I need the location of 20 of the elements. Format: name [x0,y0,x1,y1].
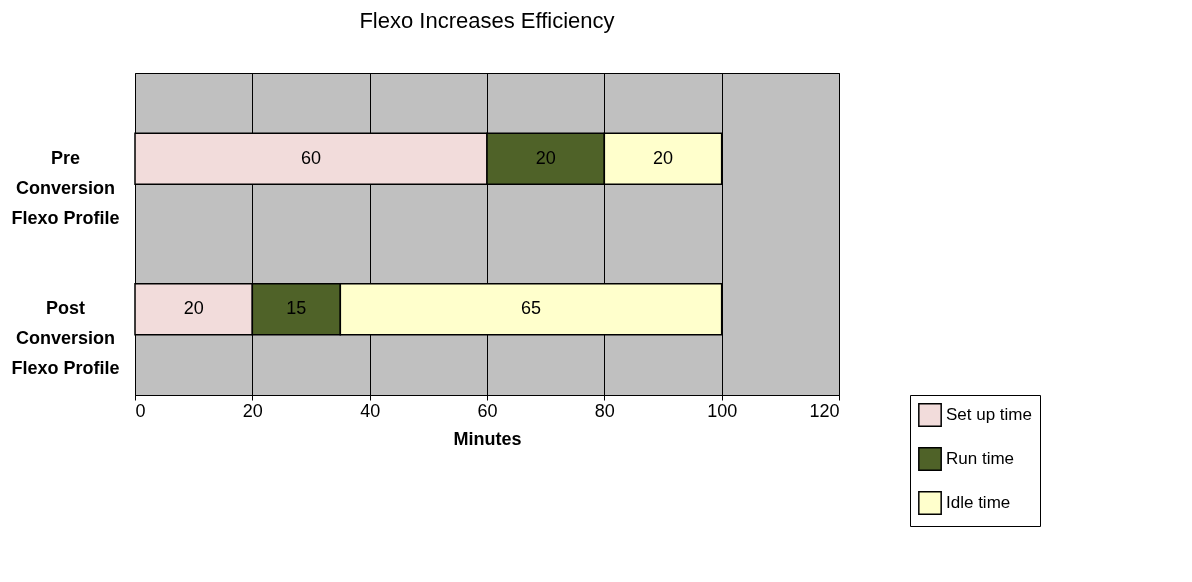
data-label: 65 [520,298,542,319]
data-label: 15 [286,298,307,319]
chart-title: Flexo Increases Efficiency [359,8,615,33]
data-label: 20 [183,298,204,319]
x-tick-label: 20 [242,400,263,421]
y-tick-label: Post Conversion Flexo Profile [11,298,120,379]
x-tick-label: 60 [477,400,498,421]
data-label: 60 [300,147,322,168]
x-tick-label: 40 [360,400,381,421]
legend-label: Set up time [946,405,1032,424]
y-tick-label: Pre Conversion Flexo Profile [11,147,120,228]
x-tick-label: 120 [809,400,840,421]
x-tick-label: 0 [135,400,146,421]
data-label: 20 [652,147,674,168]
x-tick-label: 100 [707,400,738,421]
x-tick-label: 80 [594,400,615,421]
data-label: 20 [535,147,556,168]
x-axis-title: Minutes [453,428,522,449]
legend-label: Run time [946,449,1015,468]
legend-label: Idle time [946,493,1011,512]
